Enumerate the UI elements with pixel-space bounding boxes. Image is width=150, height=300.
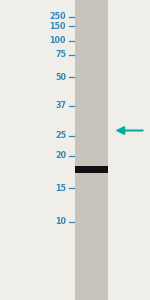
Text: 37: 37 bbox=[55, 101, 66, 110]
Text: 150: 150 bbox=[50, 22, 66, 31]
Bar bbox=[75, 166, 108, 173]
Text: 250: 250 bbox=[49, 12, 66, 21]
Text: 50: 50 bbox=[55, 73, 66, 82]
Text: 20: 20 bbox=[55, 152, 66, 160]
Text: 75: 75 bbox=[55, 50, 66, 59]
Bar bbox=[75, 0, 108, 300]
Text: 15: 15 bbox=[55, 184, 66, 193]
Text: 25: 25 bbox=[55, 131, 66, 140]
Text: 10: 10 bbox=[55, 218, 66, 226]
Text: 100: 100 bbox=[50, 36, 66, 45]
